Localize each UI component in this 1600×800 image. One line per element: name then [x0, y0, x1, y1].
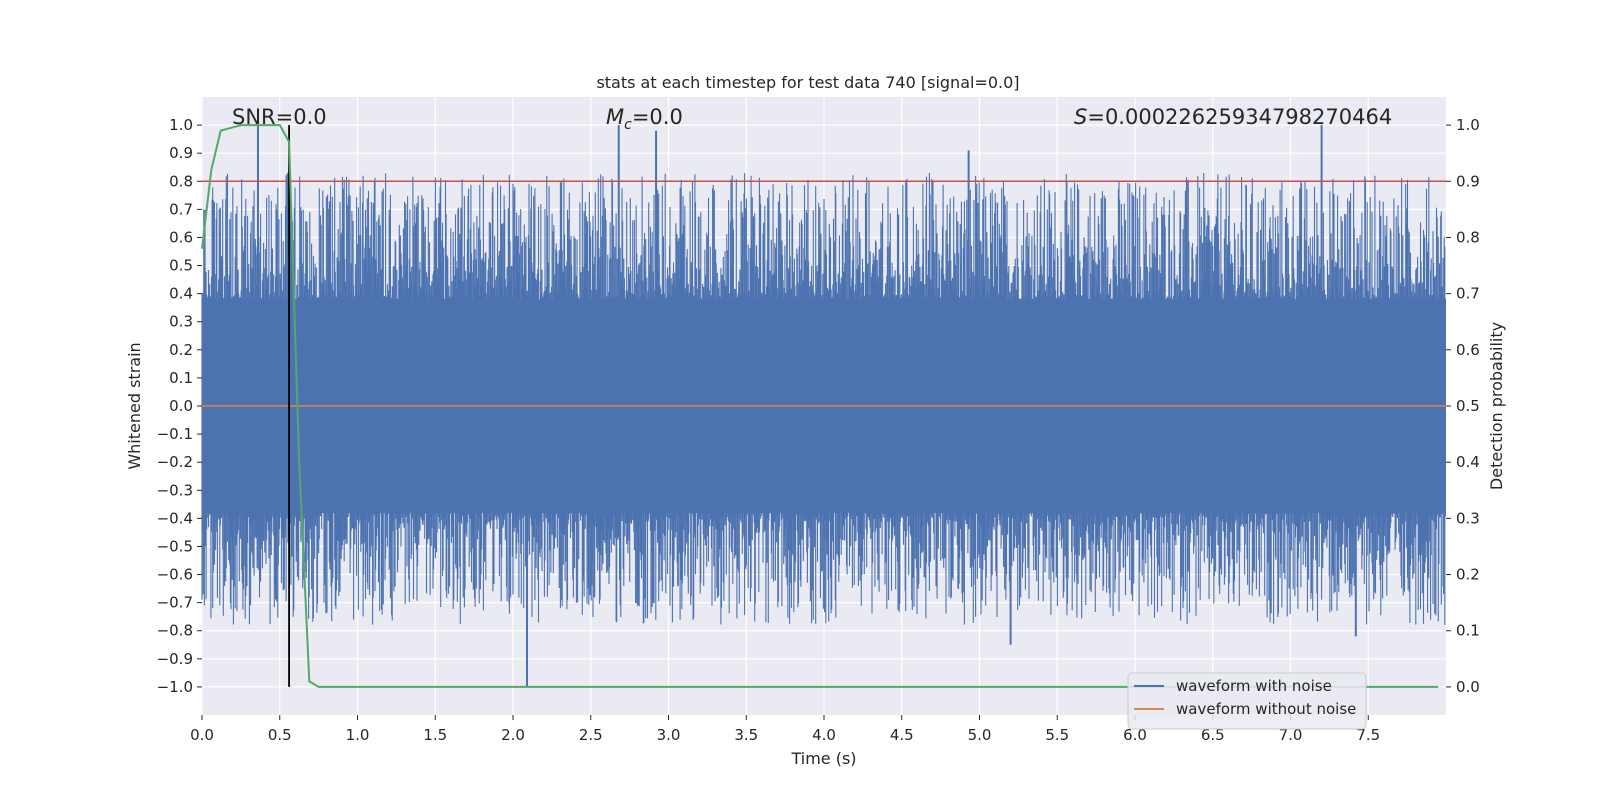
chart-title: stats at each timestep for test data 740… — [596, 73, 1019, 92]
y2-tick-labels: 1.0 0.9 0.8 0.7 0.6 0.5 0.4 0.3 0.2 0.1 0.0 — [1446, 116, 1480, 696]
x-tick-label: 7.5 — [1356, 726, 1380, 744]
x-tick-labels: 0.0 0.5 1.0 1.5 2.0 2.5 3.0 3.5 4.0 4.5 5.0 5.5 6.0 6… — [190, 715, 1380, 744]
series-detection-probability — [201, 124, 1439, 688]
x-axis-label: Time (s) — [790, 749, 856, 768]
x-tick-label: 5.5 — [1045, 726, 1069, 744]
s-annotation: S=0.00022625934798270464 — [1074, 105, 1392, 129]
y2-tick-label: 0.5 — [1456, 397, 1480, 415]
y-tick-label: 0.9 — [169, 144, 193, 162]
snr-annotation: SNR=0.0 — [232, 105, 327, 129]
mc-value: =0.0 — [632, 105, 683, 129]
y2-tick-label: 0.4 — [1456, 453, 1480, 471]
x-tick-label: 2.0 — [501, 726, 525, 744]
y-tick-label: 0.3 — [169, 313, 193, 331]
y-tick-label: −0.4 — [157, 509, 193, 527]
x-tick-label: 6.5 — [1201, 726, 1225, 744]
x-tick-label: 4.0 — [812, 726, 836, 744]
y2-tick-label: 0.8 — [1456, 228, 1480, 246]
legend: waveform with noise waveform without noi… — [1127, 672, 1367, 730]
probability-line — [201, 124, 1439, 688]
legend-box — [1127, 672, 1367, 730]
y2-tick-label: 1.0 — [1456, 116, 1480, 134]
s-value: =0.00022625934798270464 — [1087, 105, 1392, 129]
y-tick-label: −0.9 — [157, 650, 193, 668]
y-tick-label: 0.1 — [169, 369, 193, 387]
y2-tick-label: 0.2 — [1456, 566, 1480, 584]
x-tick-label: 3.5 — [734, 726, 758, 744]
y-tick-label: 0.6 — [169, 228, 193, 246]
x-tick-label: 1.0 — [346, 726, 370, 744]
y-tick-label: 0.4 — [169, 285, 193, 303]
y-tick-label: −0.3 — [157, 481, 193, 499]
y-tick-label: 0.2 — [169, 341, 193, 359]
x-tick-label: 4.5 — [890, 726, 914, 744]
y2-tick-label: 0.6 — [1456, 341, 1480, 359]
y2-tick-label: 0.9 — [1456, 172, 1480, 190]
y2-axis-label: Detection probability — [1487, 322, 1506, 490]
y-tick-label: 0.8 — [169, 172, 193, 190]
y-tick-label: 1.0 — [169, 116, 193, 134]
mc-annotation: Mc=0.0 — [606, 105, 683, 133]
x-tick-label: 7.0 — [1279, 726, 1303, 744]
y-tick-label: −0.6 — [157, 566, 193, 584]
y2-tick-label: 0.7 — [1456, 285, 1480, 303]
x-tick-label: 1.5 — [423, 726, 447, 744]
x-tick-label: 2.5 — [579, 726, 603, 744]
y-tick-label: −0.7 — [157, 594, 193, 612]
y-tick-label: 0.5 — [169, 257, 193, 275]
y-tick-label: −0.1 — [157, 425, 193, 443]
x-tick-label: 0.0 — [190, 726, 214, 744]
y-tick-labels: 1.0 0.9 0.8 0.7 0.6 0.5 0.4 0.3 0.2 0.1 0.0 −0.1 −0.… — [157, 116, 202, 696]
legend-label-clean: waveform without noise — [1176, 700, 1356, 718]
y-tick-label: 0.7 — [169, 200, 193, 218]
s-symbol: S — [1074, 105, 1087, 129]
y-tick-label: −0.8 — [157, 622, 193, 640]
y-tick-label: −1.0 — [157, 678, 193, 696]
y-axis-label: Whitened strain — [125, 342, 144, 469]
x-tick-label: 3.0 — [657, 726, 681, 744]
mc-subscript: c — [624, 117, 632, 133]
legend-label-noise: waveform with noise — [1176, 677, 1332, 695]
y-tick-label: −0.2 — [157, 453, 193, 471]
y-tick-label: 0.0 — [169, 397, 193, 415]
x-tick-label: 0.5 — [268, 726, 292, 744]
y-tick-label: −0.5 — [157, 537, 193, 555]
y2-tick-label: 0.3 — [1456, 509, 1480, 527]
y2-tick-label: 0.1 — [1456, 622, 1480, 640]
mc-symbol: M — [606, 105, 624, 129]
x-tick-label: 5.0 — [968, 726, 992, 744]
x-tick-label: 6.0 — [1123, 726, 1147, 744]
y2-tick-label: 0.0 — [1456, 678, 1480, 696]
